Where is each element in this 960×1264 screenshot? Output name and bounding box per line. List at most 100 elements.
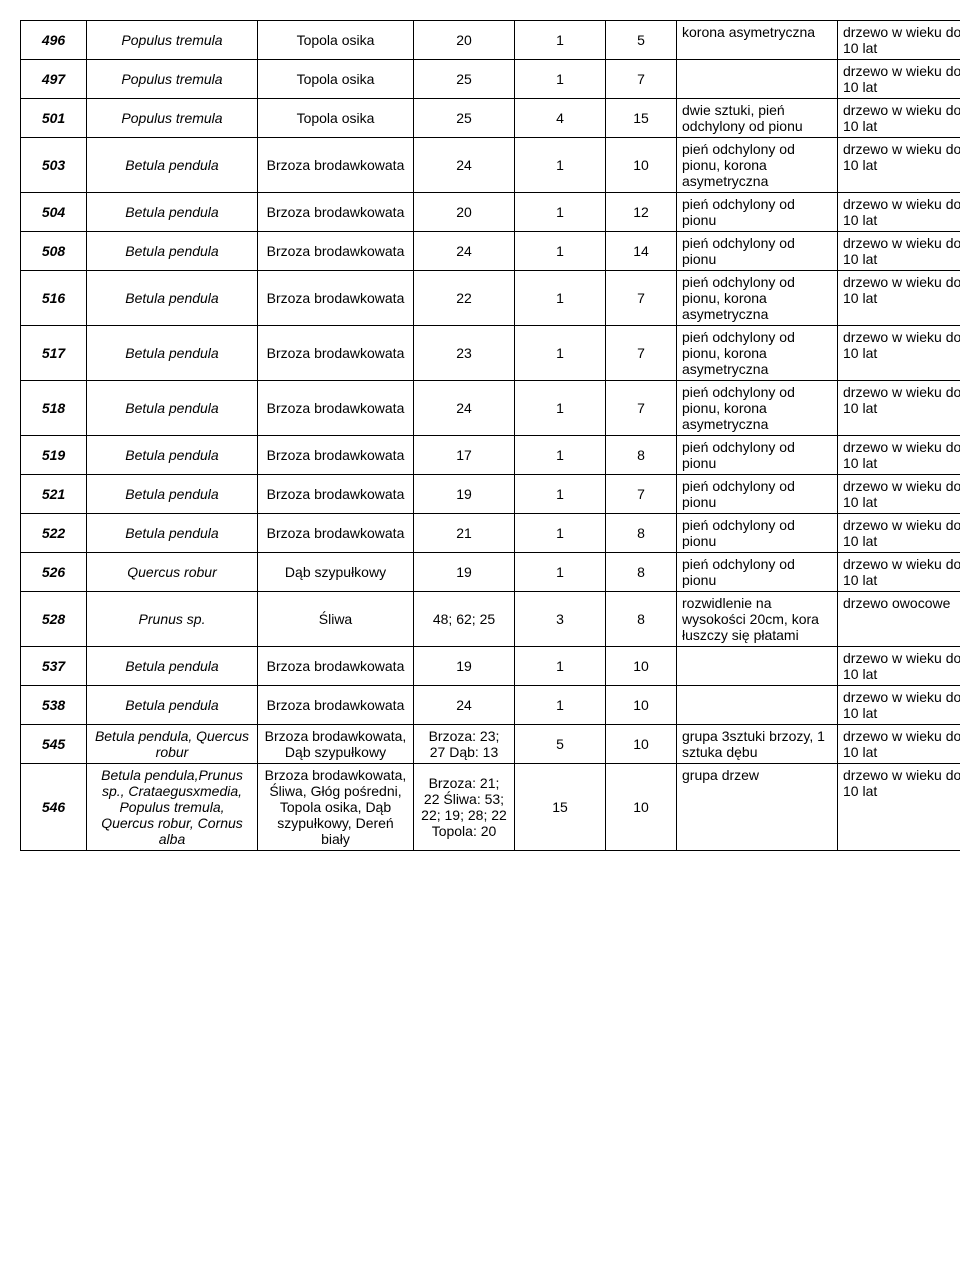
cell-v2: 5 [515, 725, 606, 764]
cell-v1: 21 [414, 514, 515, 553]
table-row: 517Betula pendulaBrzoza brodawkowata2317… [21, 326, 960, 381]
cell-id: 497 [21, 60, 87, 99]
cell-latin: Populus tremula [87, 99, 258, 138]
cell-polish: Brzoza brodawkowata [258, 271, 414, 326]
table-row: 537Betula pendulaBrzoza brodawkowata1911… [21, 647, 960, 686]
cell-v2: 1 [515, 553, 606, 592]
cell-latin: Betula pendula [87, 436, 258, 475]
cell-note [677, 647, 838, 686]
cell-v2: 1 [515, 232, 606, 271]
cell-latin: Betula pendula [87, 514, 258, 553]
cell-v3: 12 [606, 193, 677, 232]
cell-polish: Brzoza brodawkowata [258, 647, 414, 686]
cell-note: pień odchylony od pionu, korona asymetry… [677, 326, 838, 381]
cell-note: rozwidlenie na wysokości 20cm, kora łusz… [677, 592, 838, 647]
cell-v2: 1 [515, 381, 606, 436]
cell-age: drzewo w wieku do 10 lat [838, 193, 960, 232]
cell-v2: 15 [515, 764, 606, 851]
cell-id: 508 [21, 232, 87, 271]
cell-v3: 15 [606, 99, 677, 138]
cell-id: 528 [21, 592, 87, 647]
cell-note: grupa 3sztuki brzozy, 1 sztuka dębu [677, 725, 838, 764]
cell-v1: 19 [414, 475, 515, 514]
cell-v3: 7 [606, 326, 677, 381]
cell-v1: 23 [414, 326, 515, 381]
cell-age: drzewo owocowe [838, 592, 960, 647]
cell-age: drzewo w wieku do 10 lat [838, 764, 960, 851]
cell-v1: 24 [414, 138, 515, 193]
cell-id: 501 [21, 99, 87, 138]
cell-age: drzewo w wieku do 10 lat [838, 326, 960, 381]
cell-latin: Betula pendula [87, 326, 258, 381]
cell-v2: 4 [515, 99, 606, 138]
cell-v1: 48; 62; 25 [414, 592, 515, 647]
cell-polish: Brzoza brodawkowata [258, 381, 414, 436]
cell-v3: 7 [606, 475, 677, 514]
cell-polish: Brzoza brodawkowata [258, 475, 414, 514]
cell-v1: 25 [414, 60, 515, 99]
cell-latin: Betula pendula,Prunus sp., Crataegusxmed… [87, 764, 258, 851]
cell-v2: 1 [515, 193, 606, 232]
cell-latin: Quercus robur [87, 553, 258, 592]
table-row: 528Prunus sp.Śliwa48; 62; 2538rozwidleni… [21, 592, 960, 647]
cell-id: 503 [21, 138, 87, 193]
cell-id: 516 [21, 271, 87, 326]
cell-polish: Topola osika [258, 21, 414, 60]
cell-v1: 17 [414, 436, 515, 475]
cell-polish: Brzoza brodawkowata, Śliwa, Głóg pośredn… [258, 764, 414, 851]
cell-latin: Prunus sp. [87, 592, 258, 647]
cell-polish: Brzoza brodawkowata [258, 514, 414, 553]
cell-v1: 22 [414, 271, 515, 326]
cell-v2: 1 [515, 647, 606, 686]
cell-v2: 3 [515, 592, 606, 647]
cell-age: drzewo w wieku do 10 lat [838, 232, 960, 271]
table-row: 504Betula pendulaBrzoza brodawkowata2011… [21, 193, 960, 232]
cell-age: drzewo w wieku do 10 lat [838, 553, 960, 592]
table-row: 546Betula pendula,Prunus sp., Crataegusx… [21, 764, 960, 851]
cell-v1: 24 [414, 232, 515, 271]
cell-polish: Brzoza brodawkowata [258, 138, 414, 193]
cell-age: drzewo w wieku do 10 lat [838, 60, 960, 99]
cell-id: 522 [21, 514, 87, 553]
cell-latin: Betula pendula [87, 232, 258, 271]
cell-v1: 20 [414, 21, 515, 60]
table-row: 521Betula pendulaBrzoza brodawkowata1917… [21, 475, 960, 514]
cell-age: drzewo w wieku do 10 lat [838, 647, 960, 686]
cell-v3: 10 [606, 647, 677, 686]
table-row: 526Quercus roburDąb szypułkowy1918pień o… [21, 553, 960, 592]
tree-inventory-table: 496Populus tremulaTopola osika2015korona… [20, 20, 960, 851]
cell-v1: 24 [414, 686, 515, 725]
cell-id: 504 [21, 193, 87, 232]
cell-polish: Brzoza brodawkowata, Dąb szypułkowy [258, 725, 414, 764]
cell-v2: 1 [515, 138, 606, 193]
table-row: 518Betula pendulaBrzoza brodawkowata2417… [21, 381, 960, 436]
cell-v2: 1 [515, 475, 606, 514]
table-row: 519Betula pendulaBrzoza brodawkowata1718… [21, 436, 960, 475]
cell-age: drzewo w wieku do 10 lat [838, 138, 960, 193]
cell-polish: Brzoza brodawkowata [258, 436, 414, 475]
table-row: 508Betula pendulaBrzoza brodawkowata2411… [21, 232, 960, 271]
cell-latin: Populus tremula [87, 60, 258, 99]
cell-polish: Brzoza brodawkowata [258, 193, 414, 232]
cell-v1: 24 [414, 381, 515, 436]
cell-v3: 7 [606, 60, 677, 99]
cell-latin: Betula pendula [87, 647, 258, 686]
cell-v1: 19 [414, 553, 515, 592]
cell-polish: Brzoza brodawkowata [258, 686, 414, 725]
table-body: 496Populus tremulaTopola osika2015korona… [21, 21, 960, 851]
cell-latin: Betula pendula [87, 475, 258, 514]
cell-age: drzewo w wieku do 10 lat [838, 514, 960, 553]
cell-id: 521 [21, 475, 87, 514]
cell-latin: Populus tremula [87, 21, 258, 60]
cell-note: dwie sztuki, pień odchylony od pionu [677, 99, 838, 138]
cell-note: pień odchylony od pionu [677, 436, 838, 475]
cell-age: drzewo w wieku do 10 lat [838, 21, 960, 60]
table-row: 545Betula pendula, Quercus roburBrzoza b… [21, 725, 960, 764]
cell-polish: Dąb szypułkowy [258, 553, 414, 592]
cell-latin: Betula pendula [87, 138, 258, 193]
cell-age: drzewo w wieku do 10 lat [838, 475, 960, 514]
cell-note: grupa drzew [677, 764, 838, 851]
cell-v3: 10 [606, 138, 677, 193]
cell-latin: Betula pendula [87, 193, 258, 232]
cell-latin: Betula pendula [87, 381, 258, 436]
